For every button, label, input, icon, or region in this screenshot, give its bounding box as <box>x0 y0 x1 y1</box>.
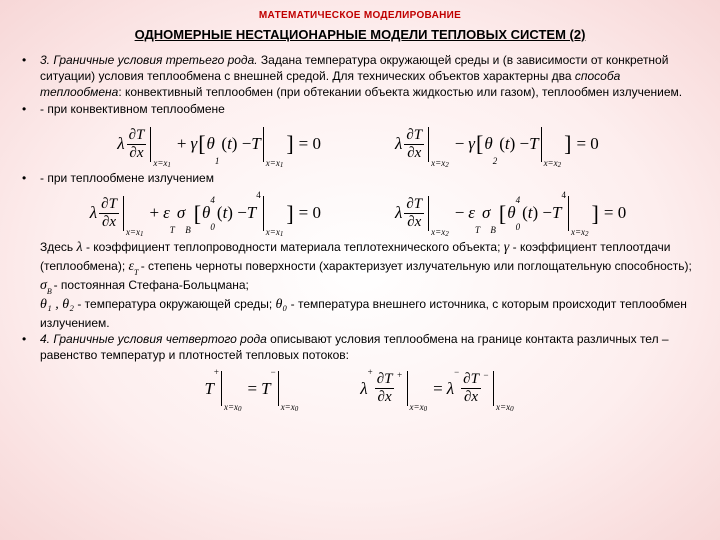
bullet-icon: • <box>22 331 40 347</box>
para-3: • 3. Граничные условия третьего рода. За… <box>22 52 698 101</box>
para-4-text: 4. Граничные условия четвертого рода опи… <box>40 331 698 363</box>
desc-text: Здесь λ - коэффициент теплопроводности м… <box>40 239 698 331</box>
para-3-text: 3. Граничные условия третьего рода. Зада… <box>40 52 698 101</box>
eq-convective: λ ∂T∂x x=x1 + γ [ θ1(t) − T x=x1 ] = 0 λ… <box>22 127 698 162</box>
bullet-icon: • <box>22 170 40 186</box>
eq-radiation: λ ∂T∂x x=x1 + εT σB [ θ40(t) − T4 x=x1 ]… <box>22 196 698 231</box>
super-title: МАТЕМАТИЧЕСКОЕ МОДЕЛИРОВАНИЕ <box>22 10 698 21</box>
bullet-icon: • <box>22 101 40 117</box>
bullet-icon: • <box>22 52 40 68</box>
slide: МАТЕМАТИЧЕСКОЕ МОДЕЛИРОВАНИЕ ОДНОМЕРНЫЕ … <box>0 0 720 540</box>
para-4: • 4. Граничные условия четвертого рода о… <box>22 331 698 363</box>
desc-para: Здесь λ - коэффициент теплопроводности м… <box>22 239 698 331</box>
main-title: ОДНОМЕРНЫЕ НЕСТАЦИОНАРНЫЕ МОДЕЛИ ТЕПЛОВЫ… <box>22 27 698 42</box>
li-rad: • - при теплообмене излучением <box>22 170 698 186</box>
li-conv: • - при конвективном теплообмене <box>22 101 698 117</box>
li-conv-text: - при конвективном теплообмене <box>40 101 698 117</box>
li-rad-text: - при теплообмене излучением <box>40 170 698 186</box>
eq-fourth-kind: T+ x=x0 = T− x=x0 λ+ ∂T∂x + x=x0 = λ− ∂T… <box>22 371 698 406</box>
